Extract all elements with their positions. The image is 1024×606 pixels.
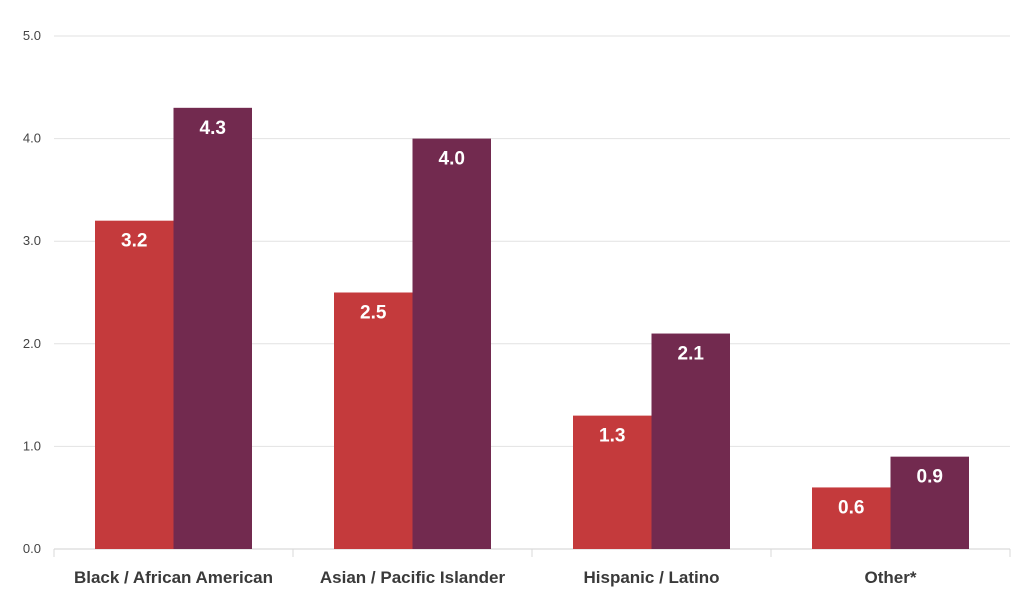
- data-label: 3.2: [121, 231, 147, 252]
- data-label: 4.3: [200, 118, 226, 139]
- data-label: 1.3: [599, 426, 625, 447]
- x-category-label: Other*: [865, 568, 917, 587]
- bar: [651, 333, 730, 549]
- bar: [173, 107, 252, 549]
- x-category-label: Asian / Pacific Islander: [320, 568, 506, 587]
- x-category-label: Black / African American: [74, 568, 273, 587]
- x-category-label: Hispanic / Latino: [583, 568, 719, 587]
- bar: [573, 415, 652, 549]
- data-label: 0.6: [838, 497, 864, 518]
- y-tick-label: 4.0: [23, 131, 41, 146]
- y-tick-label: 1.0: [23, 438, 41, 453]
- data-label: 2.1: [678, 344, 705, 365]
- y-tick-label: 5.0: [23, 28, 41, 43]
- y-tick-label: 0.0: [23, 541, 41, 556]
- bar: [334, 292, 413, 549]
- data-label: 4.0: [439, 149, 465, 170]
- y-tick-label: 3.0: [23, 233, 41, 248]
- bar: [890, 456, 969, 549]
- bar: [412, 138, 491, 549]
- data-label: 0.9: [917, 467, 943, 488]
- y-tick-label: 2.0: [23, 336, 41, 351]
- bar: [95, 220, 174, 549]
- data-label: 2.5: [360, 303, 387, 324]
- bar: [812, 487, 891, 549]
